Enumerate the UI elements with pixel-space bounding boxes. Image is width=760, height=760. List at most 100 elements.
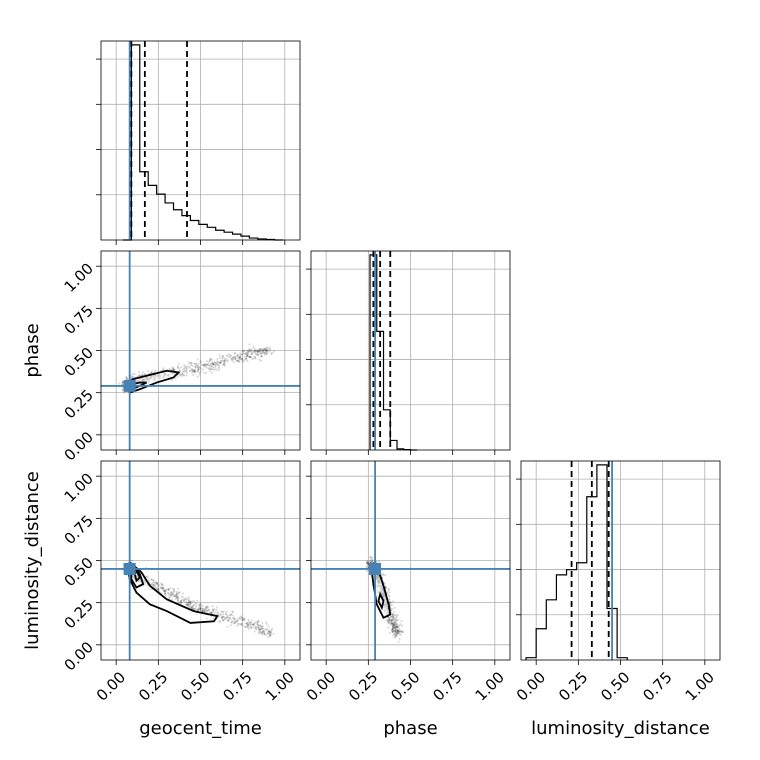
y-tick-label: 0.50	[61, 344, 97, 380]
scatter-point	[266, 632, 269, 635]
scatter-point	[258, 349, 261, 352]
scatter-point	[247, 351, 250, 354]
scatter-point	[176, 599, 179, 602]
scatter-point	[221, 619, 224, 622]
y-tick-label: 1.00	[61, 259, 97, 295]
scatter-point	[214, 361, 217, 364]
scatter-point	[393, 618, 396, 621]
scatter-point	[187, 601, 190, 604]
scatter-point	[188, 602, 191, 605]
scatter-point	[236, 618, 239, 621]
histogram-panel-phase	[306, 250, 511, 455]
scatter-point	[269, 634, 272, 637]
scatter-point	[268, 350, 271, 353]
scatter-point	[247, 350, 250, 353]
scatter-point	[387, 594, 390, 597]
scatter-point	[155, 581, 158, 584]
scatter-point	[393, 620, 396, 623]
scatter-point	[255, 349, 258, 352]
scatter-point	[258, 629, 261, 632]
scatter-point	[251, 351, 254, 354]
scatter-point	[208, 364, 211, 367]
scatter-point	[392, 630, 395, 633]
scatter-point	[192, 374, 195, 377]
scatter-point	[203, 371, 206, 374]
scatter-point	[131, 372, 134, 375]
scatter-point	[390, 603, 393, 606]
scatter-point	[248, 349, 251, 352]
scatter-point	[235, 620, 238, 623]
x-tick-label: 0.50	[597, 668, 633, 704]
scatter-point	[216, 362, 219, 365]
scatter-point	[187, 605, 190, 608]
scatter-point	[167, 592, 170, 595]
scatter-point	[164, 589, 167, 592]
scatter-point	[234, 358, 237, 361]
scatter-point	[387, 616, 390, 619]
scatter-point	[203, 363, 206, 366]
scatter-point	[147, 576, 150, 579]
scatter-point	[188, 362, 191, 365]
scatter-point	[199, 367, 202, 370]
scatter-point	[393, 623, 396, 626]
scatter-point	[393, 606, 396, 609]
scatter-point	[389, 623, 392, 626]
scatter-point	[367, 572, 370, 575]
scatter-point	[197, 368, 200, 371]
scatter-point	[179, 369, 182, 372]
scatter-point	[256, 621, 259, 624]
scatter-point	[196, 369, 199, 372]
scatter-point	[261, 354, 264, 357]
scatter-point	[194, 365, 197, 368]
scatter-point	[365, 561, 368, 564]
scatter-point	[223, 359, 226, 362]
scatter-point	[190, 362, 193, 365]
scatter-point	[268, 632, 271, 635]
scatter-point	[131, 559, 134, 562]
scatter-point	[177, 592, 180, 595]
scatter-point	[255, 353, 258, 356]
scatter-point	[131, 376, 134, 379]
scatter-point	[203, 608, 206, 611]
scatter-point	[212, 361, 215, 364]
scatter-point	[172, 369, 175, 372]
scatter-point	[391, 615, 394, 618]
scatter-point	[386, 620, 389, 623]
scatter-point	[371, 559, 374, 562]
scatter-point	[400, 620, 403, 623]
scatter-point	[242, 359, 245, 362]
scatter-point	[200, 363, 203, 366]
scatter-point	[218, 620, 221, 623]
scatter-point	[393, 622, 396, 625]
scatter-point	[385, 619, 388, 622]
scatter-point	[397, 613, 400, 616]
scatter-point	[176, 365, 179, 368]
scatter-point	[193, 370, 196, 373]
scatter-point	[155, 581, 158, 584]
scatter-point	[178, 601, 181, 604]
scatter-point	[272, 632, 275, 635]
scatter-point	[188, 366, 191, 369]
scatter-point	[230, 358, 233, 361]
scatter-point	[199, 608, 202, 611]
scatter-point	[121, 381, 124, 384]
scatter-point	[389, 601, 392, 604]
scatter-point	[395, 634, 398, 637]
scatter-point	[196, 365, 199, 368]
scatter-point	[240, 616, 243, 619]
scatter-point	[397, 631, 400, 634]
scatter-point	[395, 615, 398, 618]
scatter-point	[214, 611, 217, 614]
scatter-point	[213, 368, 216, 371]
scatter-point	[369, 561, 372, 564]
scatter-point	[198, 605, 201, 608]
scatter-point	[194, 366, 197, 369]
x-tick-label: 0.00	[93, 668, 129, 704]
scatter-point	[260, 625, 263, 628]
scatter-point	[366, 559, 369, 562]
scatter-point	[209, 367, 212, 370]
scatter-point	[233, 621, 236, 624]
scatter-point	[256, 350, 259, 353]
scatter-point	[172, 368, 175, 371]
